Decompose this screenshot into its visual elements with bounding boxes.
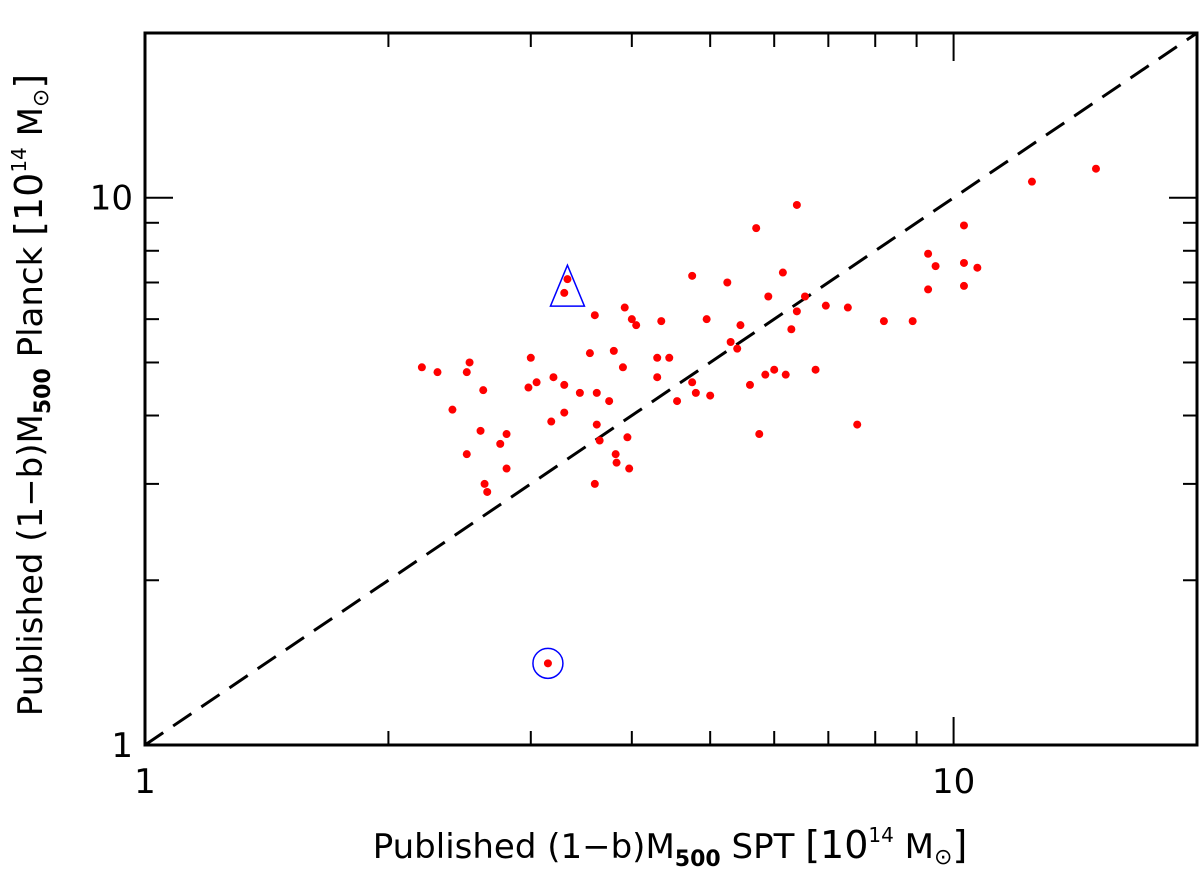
- data-point: [543, 659, 552, 668]
- y-tick-label: 10: [90, 179, 133, 219]
- data-point: [590, 479, 599, 488]
- data-point: [592, 388, 601, 397]
- data-point: [563, 275, 572, 284]
- y-tick-label: 1: [111, 726, 133, 766]
- data-point: [547, 417, 556, 426]
- data-point: [549, 373, 558, 382]
- data-point: [417, 363, 426, 372]
- plot-border: [143, 31, 1199, 747]
- data-point: [618, 363, 627, 372]
- data-point: [770, 365, 779, 374]
- data-point: [592, 420, 601, 429]
- data-point: [502, 430, 511, 439]
- data-point: [575, 388, 584, 397]
- data-point: [595, 436, 604, 445]
- highlight-triangle-marker: [549, 263, 586, 307]
- data-point: [706, 391, 715, 400]
- data-point: [781, 370, 790, 379]
- data-point: [673, 397, 682, 406]
- data-point: [764, 292, 773, 301]
- data-point: [653, 353, 662, 362]
- data-point: [625, 464, 634, 473]
- data-point: [502, 464, 511, 473]
- data-point: [479, 386, 488, 395]
- highlight-layer: [532, 263, 586, 680]
- data-point: [973, 263, 982, 272]
- y-axis: 1 10: [90, 179, 1197, 766]
- data-point: [959, 221, 968, 230]
- data-point: [1091, 164, 1100, 173]
- data-point: [526, 353, 535, 362]
- points-layer: [417, 164, 1100, 668]
- data-point: [560, 380, 569, 389]
- data-point: [462, 368, 471, 377]
- data-point: [821, 301, 830, 310]
- data-point: [843, 303, 852, 312]
- data-point: [605, 397, 614, 406]
- x-axis-label: Published (1−b)M500 SPT [1014 M⊙]: [373, 823, 968, 871]
- data-point: [908, 317, 917, 326]
- data-point: [959, 258, 968, 267]
- data-point: [691, 388, 700, 397]
- highlight-circle-marker: [532, 647, 564, 680]
- data-point: [532, 378, 541, 387]
- data-point: [612, 458, 621, 467]
- data-point: [496, 439, 505, 448]
- data-point: [801, 292, 810, 301]
- x-axis: 1 10: [134, 33, 975, 802]
- data-point: [688, 378, 697, 387]
- data-point: [688, 271, 697, 280]
- data-point: [736, 321, 745, 330]
- data-point: [476, 426, 485, 435]
- data-point: [787, 325, 796, 334]
- data-point: [1027, 177, 1036, 186]
- data-point: [632, 321, 641, 330]
- data-point: [627, 315, 636, 324]
- data-point: [448, 405, 457, 414]
- data-point: [752, 224, 761, 233]
- x-tick-label: 10: [932, 762, 975, 802]
- data-point: [560, 288, 569, 297]
- data-point: [433, 368, 442, 377]
- data-point: [723, 278, 732, 287]
- data-point: [726, 338, 735, 347]
- data-point: [792, 307, 801, 316]
- data-point: [811, 365, 820, 374]
- data-point: [611, 450, 620, 459]
- data-point: [702, 315, 711, 324]
- data-point: [609, 346, 618, 355]
- data-point: [853, 420, 862, 429]
- data-point: [924, 285, 933, 294]
- data-point: [653, 373, 662, 382]
- data-point: [623, 433, 632, 442]
- data-point: [620, 303, 629, 312]
- x-tick-label: 1: [134, 762, 156, 802]
- data-point: [733, 344, 742, 353]
- data-point: [761, 370, 770, 379]
- data-point: [879, 317, 888, 326]
- one-to-one-dashed-line: [144, 31, 1198, 747]
- data-point: [792, 200, 801, 209]
- y-axis-label: Published (1−b)M500 Planck [1014 M⊙]: [7, 74, 56, 716]
- data-point: [745, 380, 754, 389]
- data-point: [755, 430, 764, 439]
- plot-frame: [143, 31, 1199, 747]
- data-point: [665, 353, 674, 362]
- data-point: [657, 317, 666, 326]
- data-point: [778, 268, 787, 277]
- data-point: [480, 479, 489, 488]
- reference-line-layer: [144, 31, 1198, 747]
- data-point: [931, 262, 940, 271]
- data-point: [924, 249, 933, 258]
- data-point: [590, 311, 599, 320]
- data-point: [959, 281, 968, 290]
- data-point: [585, 349, 594, 358]
- data-point: [465, 358, 474, 367]
- data-point: [524, 383, 533, 392]
- data-point: [560, 408, 569, 417]
- data-point: [483, 487, 492, 496]
- data-point: [462, 450, 471, 459]
